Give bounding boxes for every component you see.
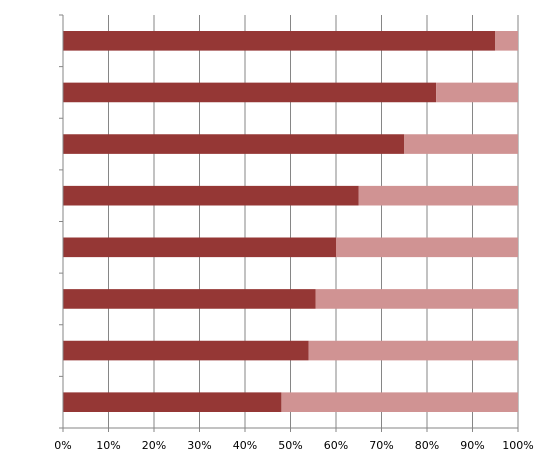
axes — [59, 14, 519, 432]
x-tick-label-90: 90% — [460, 439, 484, 452]
x-tick-label-100: 100% — [502, 439, 533, 452]
x-tick-label-40: 40% — [233, 439, 257, 452]
bar-row-2-segment-1 — [63, 82, 437, 103]
x-tick-label-20: 20% — [142, 439, 166, 452]
bar-row-8-segment-2 — [281, 392, 518, 412]
x-tick-labels: 0% 10% 20% 30% 40% 50% 60% 70% 80% 90% 100% — [54, 439, 533, 452]
bar-row-3-segment-2 — [404, 134, 518, 154]
bar-row-7-segment-2 — [308, 340, 518, 361]
bar-row-5-segment-2 — [336, 237, 518, 258]
bar-row-1-segment-1 — [63, 31, 496, 51]
x-tick-label-0: 0% — [54, 439, 71, 452]
bars — [63, 31, 518, 412]
bar-row-2-segment-2 — [436, 82, 518, 103]
gridlines — [108, 15, 519, 428]
x-tick-label-30: 30% — [187, 439, 211, 452]
x-tick-label-50: 50% — [278, 439, 302, 452]
bar-row-6-segment-2 — [315, 289, 518, 309]
bar-row-3-segment-1 — [63, 134, 405, 154]
bar-row-4-segment-1 — [63, 185, 359, 206]
bar-row-7-segment-1 — [63, 340, 309, 361]
x-tick-label-70: 70% — [369, 439, 393, 452]
x-tick-label-10: 10% — [96, 439, 120, 452]
bar-row-5-segment-1 — [63, 237, 336, 258]
bar-row-1-segment-2 — [495, 31, 518, 51]
bar-row-8-segment-1 — [63, 392, 282, 412]
bar-row-6-segment-1 — [63, 289, 316, 309]
x-tick-label-80: 80% — [415, 439, 439, 452]
x-tick-label-60: 60% — [324, 439, 348, 452]
bar-row-4-segment-2 — [358, 185, 518, 206]
